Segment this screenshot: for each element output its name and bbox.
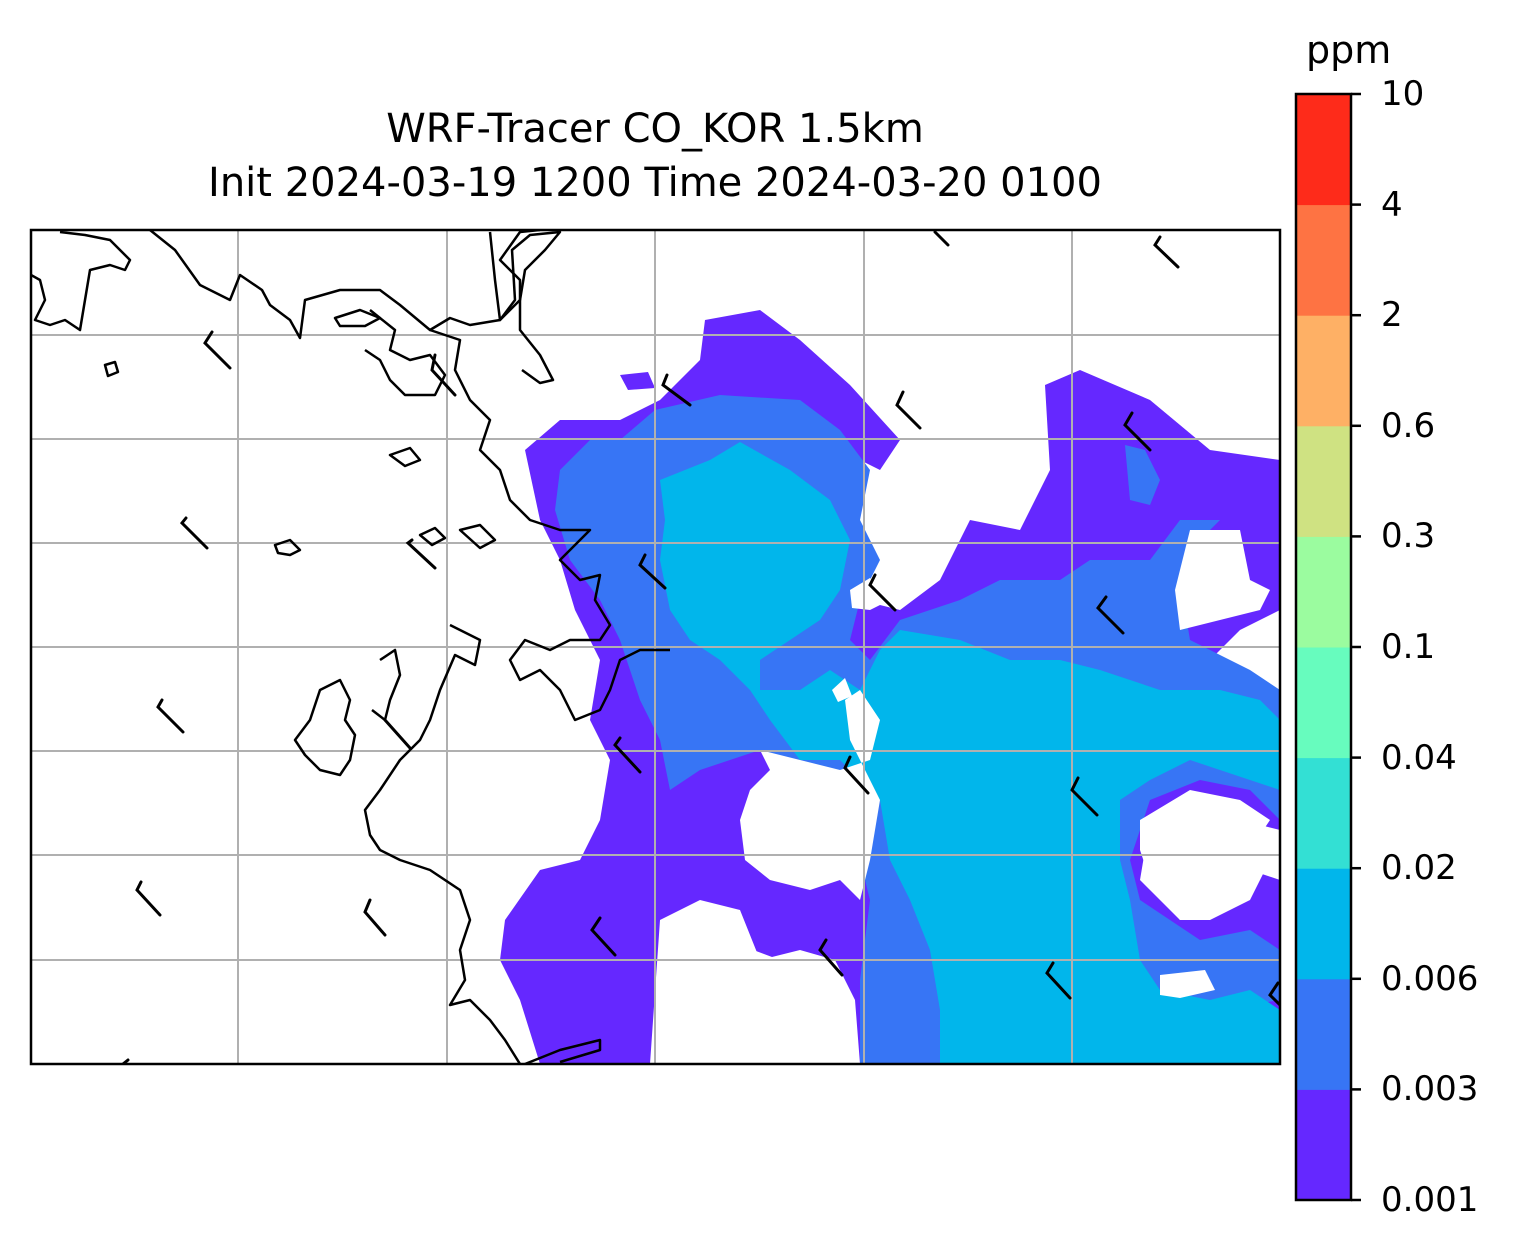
wind-barb xyxy=(363,898,387,937)
coastline-archipelago xyxy=(371,648,402,722)
wind-barb xyxy=(383,718,412,750)
colorbar-tick-label: 10 xyxy=(1381,74,1425,114)
wind-barb xyxy=(661,373,692,407)
wind-barb xyxy=(156,698,185,734)
island-small-4 xyxy=(418,526,447,547)
colorbar-segment xyxy=(1296,1089,1351,1201)
wind-barb xyxy=(179,516,209,550)
coastline-northwest xyxy=(31,230,132,332)
colorbar-segment xyxy=(1296,647,1351,759)
colorbar-segment xyxy=(1296,536,1351,648)
wind-barb xyxy=(1268,981,1280,1007)
coastline-inlet xyxy=(488,230,562,385)
coastline-islands-west xyxy=(293,678,357,777)
colorbar-tick-label: 0.003 xyxy=(1381,1069,1479,1110)
wind-barb xyxy=(843,755,870,795)
colorbar-tick-label: 0.006 xyxy=(1381,958,1479,999)
co-clear-areas xyxy=(660,530,1270,1064)
wind-barb xyxy=(405,538,437,570)
coastline-peninsula xyxy=(429,328,670,722)
colorbar-segment xyxy=(1296,315,1351,427)
wind-barb xyxy=(895,390,922,430)
coastline-south-inlet xyxy=(524,1038,602,1064)
colorbar-tick-label: 0.1 xyxy=(1381,627,1436,667)
wind-barb xyxy=(1123,411,1152,452)
co-region-east-mid xyxy=(1125,445,1160,505)
map-panel xyxy=(31,230,1280,1064)
wind-barb xyxy=(1096,595,1125,635)
co-region-small-patch xyxy=(620,372,655,390)
wind-barb xyxy=(818,938,844,977)
coastline-west-bay xyxy=(364,309,447,397)
wind-barb xyxy=(1070,776,1099,817)
colorbar-tick-label: 0.02 xyxy=(1381,848,1457,889)
clear-area-northeast xyxy=(1175,530,1270,630)
map-title-line-2: Init 2024-03-19 1200 Time 2024-03-20 010… xyxy=(208,160,1102,206)
colorbar-segment xyxy=(1296,425,1351,537)
colorbar-segment xyxy=(1296,978,1351,1090)
map-title-line-1: WRF-Tracer CO_KOR 1.5km xyxy=(386,106,924,152)
wind-barb xyxy=(638,553,667,590)
wind-barb xyxy=(1153,235,1180,269)
colorbar-tick-label: 0.04 xyxy=(1381,737,1457,778)
island-small-2 xyxy=(273,538,302,557)
colorbar-segment xyxy=(1296,757,1351,869)
wind-barb xyxy=(868,573,897,612)
colorbar-segment xyxy=(1296,94,1351,206)
wind-barb xyxy=(430,353,457,397)
coastlines xyxy=(31,230,670,1064)
clear-area-gap xyxy=(850,578,890,610)
colorbar-tick-label: 2 xyxy=(1381,295,1403,336)
wind-barb xyxy=(613,736,642,774)
map-frame xyxy=(29,228,1282,1066)
island-small-1 xyxy=(103,360,120,378)
colorbar-tick-label: 0.3 xyxy=(1381,516,1436,557)
clear-area-center xyxy=(740,690,880,900)
coastline-south-coast xyxy=(363,623,522,1064)
clear-area-southeast xyxy=(1160,970,1215,998)
gridlines xyxy=(31,230,1280,1064)
wind-barb xyxy=(1045,961,1072,1000)
wind-barbs xyxy=(121,230,1280,1064)
colorbar-segment xyxy=(1296,868,1351,980)
colorbar-tick-label: 0.6 xyxy=(1381,405,1436,446)
colorbar-unit-label: ppm xyxy=(1306,28,1392,72)
clear-area-south xyxy=(660,920,835,1064)
wind-barb xyxy=(590,916,617,957)
wind-barb xyxy=(203,330,232,370)
colorbar-tick-label: 4 xyxy=(1381,184,1403,225)
island-small-5 xyxy=(388,446,422,468)
colorbar-segment xyxy=(1296,204,1351,316)
island-small-3 xyxy=(333,308,382,328)
colorbar-tick-label: 0.001 xyxy=(1381,1180,1479,1220)
co-contour-level-3 xyxy=(660,442,1280,1064)
coastline-mainland xyxy=(149,230,541,340)
wind-barb xyxy=(135,880,162,917)
island-small-6 xyxy=(458,523,497,550)
clear-area-inner xyxy=(832,678,852,702)
co-region-core-west xyxy=(660,442,1280,1064)
colorbar xyxy=(1294,92,1361,1202)
wind-barb xyxy=(933,230,950,247)
